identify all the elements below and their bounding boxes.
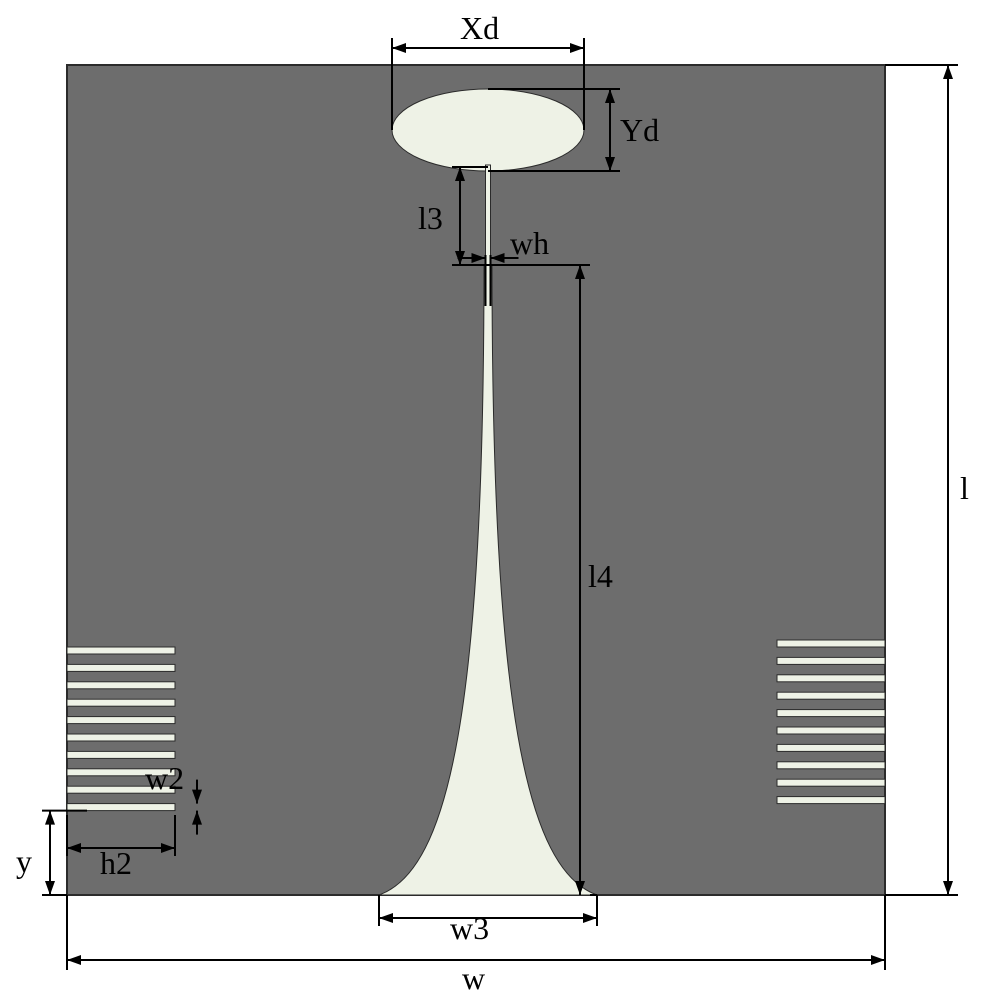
- right-slot: [777, 640, 885, 647]
- label-w: w: [462, 960, 485, 997]
- label-l: l: [960, 470, 969, 507]
- right-slot: [777, 710, 885, 717]
- diagram-svg: [0, 0, 1000, 997]
- label-y: y: [16, 843, 32, 880]
- label-w2: w2: [145, 760, 184, 797]
- figure-canvas: Xd Yd l3 wh l4 l w2 h2 y w3 w: [0, 0, 1000, 997]
- right-slot: [777, 727, 885, 734]
- left-slot: [67, 751, 175, 758]
- right-slot: [777, 657, 885, 664]
- label-wh: wh: [510, 225, 549, 262]
- left-slot: [67, 682, 175, 689]
- label-l4: l4: [588, 558, 613, 595]
- label-h2: h2: [100, 845, 132, 882]
- right-slot: [777, 744, 885, 751]
- label-w3: w3: [450, 910, 489, 947]
- left-slot: [67, 699, 175, 706]
- left-slot: [67, 647, 175, 654]
- ellipse-slot: [392, 89, 584, 171]
- left-slot: [67, 804, 175, 811]
- left-slot: [67, 664, 175, 671]
- label-l3: l3: [418, 200, 443, 237]
- label-yd: Yd: [620, 112, 659, 149]
- right-slot: [777, 675, 885, 682]
- left-slot: [67, 717, 175, 724]
- left-slot: [67, 734, 175, 741]
- right-slot: [777, 762, 885, 769]
- right-slot: [777, 779, 885, 786]
- right-slot: [777, 692, 885, 699]
- label-xd: Xd: [460, 10, 499, 47]
- right-slot: [777, 797, 885, 804]
